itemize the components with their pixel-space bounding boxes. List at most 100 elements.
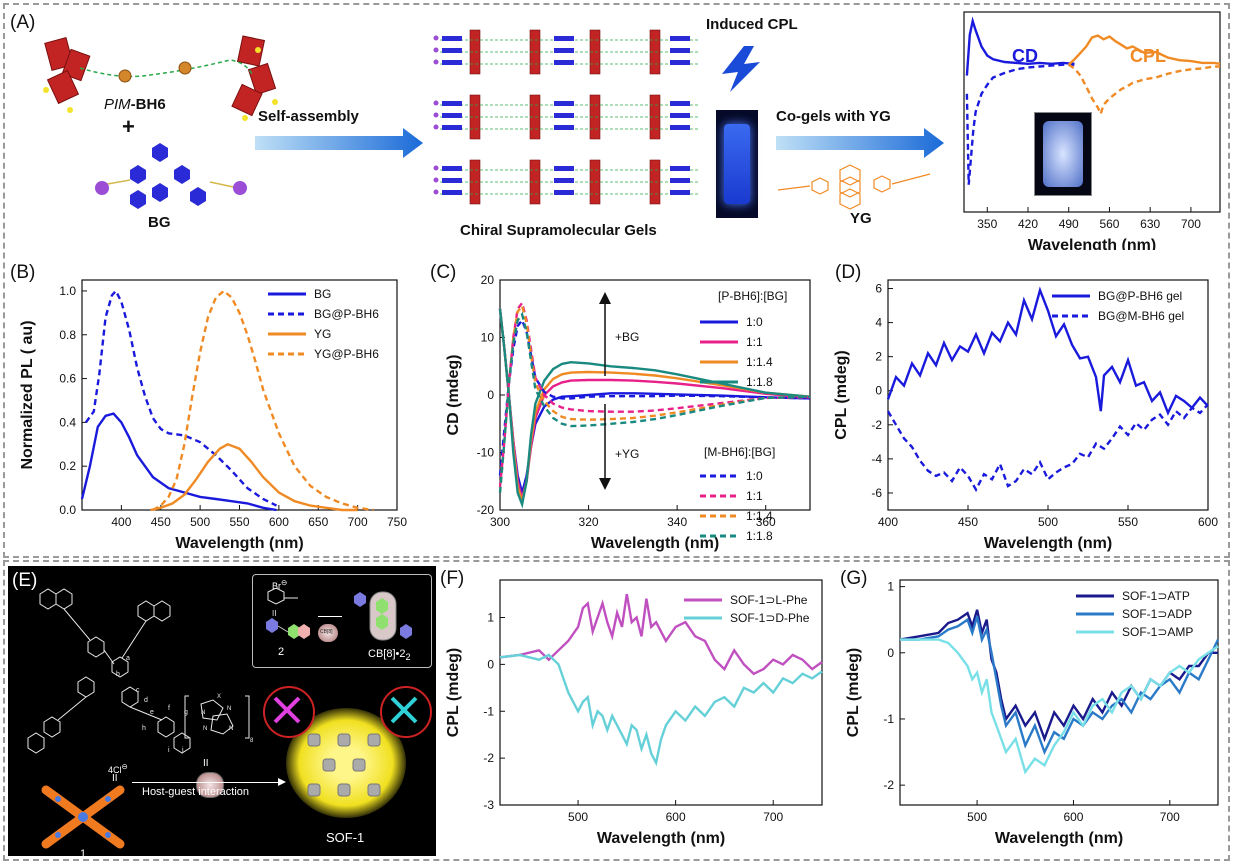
x-tick-label: 400 (878, 515, 898, 529)
host-guest-arrowhead (278, 778, 286, 786)
x-tick-label: 500 (568, 810, 588, 824)
panel-a-gel-stack (433, 29, 701, 205)
y-tick-label: -4 (871, 452, 882, 466)
svg-text:b: b (116, 671, 120, 678)
x-axis-label: Wavelength (nm) (995, 830, 1123, 847)
y-tick-label: -2 (483, 751, 494, 765)
d-phe-icon (390, 696, 418, 724)
x-tick-label: 550 (1118, 515, 1138, 529)
legend-d-0-label: BG@P-BH6 gel (1098, 289, 1182, 303)
plot-frame (963, 11, 1221, 213)
chloride-label: 4Cl⊖ (108, 762, 128, 775)
x-tick-label: 400 (111, 515, 131, 529)
svg-text:i: i (168, 747, 170, 754)
legend-g-0-label: SOF-1⊃ATP (1122, 589, 1190, 603)
legend-c-p-1-label: 1:1 (746, 335, 763, 349)
complex-label-text: CB[8]•2 (368, 648, 406, 660)
x-axis-label: Wavelength (nm) (591, 535, 719, 552)
series-line (900, 638, 1219, 775)
x-tick-label: 320 (579, 515, 599, 529)
inset-cpl-label: CPL (1130, 46, 1166, 66)
arrow-to-complex (318, 616, 342, 617)
complex-label: CB[8]•22 (368, 648, 411, 662)
series-line (498, 311, 811, 493)
panel-d-label: (D) (835, 262, 862, 283)
series-line (1068, 63, 1220, 118)
legend-c-m-2-label: 1:1.4 (746, 509, 773, 523)
x-tick-label: 700 (763, 810, 783, 824)
x-axis-label: Wavelength (nm) (597, 830, 725, 847)
series-line (965, 16, 1075, 76)
x-axis-label: Wavelength (nm) (1028, 237, 1156, 250)
l-phe-bubble (263, 686, 315, 738)
y-tick-label: -6 (871, 486, 882, 500)
bromide-label: Br⊖ (272, 578, 288, 591)
x-tick-label: 650 (308, 515, 328, 529)
sof-1-label: SOF-1 (326, 830, 365, 845)
panel-d-chart: 400 450 500 550 600 -6 -4 -2 0 2 4 6 Wavelength (nm)… (833, 279, 1218, 552)
x-tick-label: 630 (1140, 217, 1160, 231)
panel-a-label: (A) (10, 12, 36, 33)
panel-b-chart: 400 450 500 550 600 650 700 750 0.0 0.2 0.4 0.6 0.8 1… (19, 279, 407, 552)
y-tick-label: 1 (887, 580, 894, 594)
y-tick-label: 0.6 (59, 372, 76, 386)
panel-c-label: (C) (430, 262, 457, 283)
svg-text:e: e (150, 709, 154, 716)
section-bottom-frame (3, 560, 1230, 861)
svg-text:c: c (136, 687, 140, 694)
y-tick-label: -20 (477, 503, 495, 517)
equals-sign-1: II (112, 773, 118, 784)
y-tick-label: 0 (875, 384, 882, 398)
lightning-icon (722, 46, 760, 92)
legend-c-m-3-label: 1:1.8 (746, 529, 773, 543)
self-assembly-arrow (255, 128, 423, 158)
series-line (886, 403, 1209, 493)
x-tick-label: 500 (967, 810, 987, 824)
l-phe-icon (273, 696, 301, 724)
x-tick-label: 450 (958, 515, 978, 529)
y-axis-label: CPL (mdeg) (445, 648, 462, 737)
host-guest-label: Host-guest interaction (142, 786, 249, 798)
y-tick-label: -3 (483, 798, 494, 812)
panel-e-label: (E) (12, 570, 38, 591)
inset-cd-label: CD (1012, 46, 1038, 66)
y-tick-label: 1 (487, 611, 494, 625)
y-tick-label: -2 (871, 418, 882, 432)
panel-a-bg-molecule (95, 143, 247, 209)
legend-g-2-label: SOF-1⊃AMP (1122, 625, 1193, 639)
series-line (150, 442, 358, 512)
cogels-arrow (776, 128, 944, 158)
x-tick-label: 600 (666, 810, 686, 824)
plus-sign: + (122, 114, 135, 139)
svg-text:N: N (203, 726, 207, 732)
section-top-frame (3, 3, 1230, 558)
legend-b-2-label: YG (314, 327, 331, 341)
legend-c-p-3-label: 1:1.8 (746, 375, 773, 389)
br-text: Br (272, 581, 281, 591)
complex-subscript: 2 (405, 652, 411, 663)
legend-b-3-label: YG@P-BH6 (314, 347, 379, 361)
svg-text:g: g (184, 709, 188, 716)
sof-molecule-structure: a b c de f g h i j (27, 588, 191, 754)
plot-frame (899, 579, 1219, 806)
y-tick-label: 4 (875, 316, 882, 330)
svg-text:8: 8 (250, 738, 253, 744)
x-axis-label: Wavelength (nm) (175, 535, 303, 552)
cb8-small-icon (318, 624, 338, 642)
d-phe-bubble (380, 686, 432, 738)
legend-c-p-2-label: 1:1.4 (746, 355, 773, 369)
series-line (1067, 34, 1221, 66)
x-tick-label: 600 (269, 515, 289, 529)
panel-g-chart: 500 600 700 -2 -1 0 1 Wavelength (nm) CPL (mdeg)… (845, 579, 1220, 847)
x-tick-label: 350 (977, 217, 997, 231)
x-tick-label: 600 (1063, 810, 1083, 824)
plus-bg-annotation: +BG (615, 330, 640, 344)
x-tick-label: 550 (229, 515, 249, 529)
svg-text:h: h (142, 725, 146, 732)
legend-c-title-p: [P-BH6]:[BG] (718, 289, 787, 303)
svg-text:II: II (272, 609, 276, 618)
y-tick-label: 2 (875, 350, 882, 364)
complex-render (354, 591, 412, 641)
panel-a-inset-chart: 350 420 490 560 630 700 Wavelength (nm) CD CPL (963, 11, 1221, 250)
